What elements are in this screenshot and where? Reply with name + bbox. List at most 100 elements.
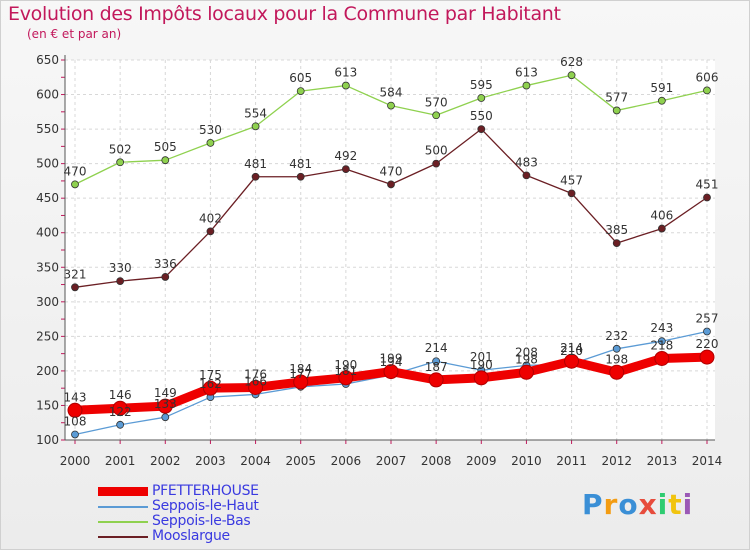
data-label: 218 bbox=[650, 338, 673, 352]
data-label: 210 bbox=[560, 344, 583, 358]
data-point bbox=[477, 125, 486, 133]
data-label: 330 bbox=[109, 261, 132, 275]
plot-area bbox=[65, 60, 715, 440]
proxiti-logo: Proxiti bbox=[582, 488, 693, 521]
y-tick-label: 550 bbox=[36, 122, 59, 136]
data-label: 470 bbox=[64, 164, 87, 178]
data-label: 190 bbox=[334, 358, 357, 372]
data-label: 613 bbox=[334, 66, 357, 80]
data-label: 187 bbox=[425, 360, 448, 374]
data-point bbox=[116, 158, 125, 167]
y-tick-label: 200 bbox=[36, 364, 59, 378]
data-point bbox=[657, 337, 666, 346]
y-tick-label: 300 bbox=[36, 295, 59, 309]
legend-item: PFETTERHOUSE bbox=[98, 484, 259, 499]
data-label: 336 bbox=[154, 257, 177, 271]
data-point bbox=[522, 171, 531, 180]
x-tick-label: 2010 bbox=[511, 454, 542, 468]
data-label: 220 bbox=[696, 337, 719, 351]
data-point bbox=[206, 139, 215, 147]
x-tick-label: 2014 bbox=[692, 454, 723, 468]
data-label: 177 bbox=[289, 367, 312, 381]
data-point bbox=[67, 402, 83, 418]
data-label: 628 bbox=[560, 55, 583, 69]
data-label: 570 bbox=[425, 95, 448, 109]
x-tick-label: 2009 bbox=[466, 454, 497, 468]
x-tick-label: 2002 bbox=[150, 454, 181, 468]
data-label: 175 bbox=[199, 368, 222, 382]
data-label: 199 bbox=[380, 352, 403, 366]
data-point bbox=[296, 172, 305, 181]
data-point bbox=[202, 380, 218, 396]
data-label: 146 bbox=[109, 388, 132, 402]
data-label: 181 bbox=[334, 364, 357, 378]
data-point bbox=[338, 370, 354, 386]
data-label: 500 bbox=[425, 144, 448, 158]
data-point bbox=[296, 87, 305, 95]
data-label: 257 bbox=[696, 312, 719, 326]
x-tick-label: 2008 bbox=[421, 454, 452, 468]
data-label: 613 bbox=[515, 66, 538, 80]
x-tick-label: 2006 bbox=[331, 454, 362, 468]
data-point bbox=[116, 420, 125, 429]
data-point bbox=[293, 374, 309, 390]
data-label: 184 bbox=[289, 362, 312, 376]
data-label: 451 bbox=[696, 177, 719, 191]
data-label: 584 bbox=[380, 86, 403, 100]
data-label: 201 bbox=[470, 350, 493, 364]
data-point bbox=[477, 94, 486, 102]
data-point bbox=[383, 364, 399, 380]
x-tick-label: 2003 bbox=[195, 454, 226, 468]
data-label: 605 bbox=[289, 71, 312, 85]
data-label: 190 bbox=[470, 358, 493, 372]
data-label: 166 bbox=[244, 374, 267, 388]
data-label: 385 bbox=[605, 223, 628, 237]
logo-letter: t bbox=[668, 488, 683, 521]
x-tick-label: 2005 bbox=[285, 454, 316, 468]
data-point bbox=[564, 353, 580, 369]
legend-item: Mooslargue bbox=[98, 529, 259, 544]
data-label: 198 bbox=[605, 352, 628, 366]
data-point bbox=[612, 344, 621, 353]
data-point bbox=[612, 239, 621, 247]
data-label: 406 bbox=[650, 209, 673, 223]
data-point bbox=[248, 379, 264, 395]
data-point bbox=[157, 398, 173, 414]
data-label: 208 bbox=[515, 345, 538, 359]
data-label: 402 bbox=[199, 211, 222, 225]
data-point bbox=[432, 357, 441, 366]
y-tick-label: 150 bbox=[36, 398, 59, 412]
data-label: 591 bbox=[650, 81, 673, 95]
data-label: 502 bbox=[109, 142, 132, 156]
x-tick-label: 2004 bbox=[240, 454, 271, 468]
logo-letter: o bbox=[618, 488, 639, 521]
data-label: 481 bbox=[244, 157, 267, 171]
data-label: 198 bbox=[515, 352, 538, 366]
data-point bbox=[71, 430, 79, 439]
data-label: 214 bbox=[560, 341, 583, 355]
data-label: 176 bbox=[244, 367, 267, 381]
data-label: 457 bbox=[560, 173, 583, 187]
data-point bbox=[609, 364, 625, 380]
legend-label: Seppois-le-Haut bbox=[152, 498, 259, 514]
data-point bbox=[657, 224, 666, 233]
data-point bbox=[71, 283, 79, 292]
data-point bbox=[432, 159, 441, 168]
data-point bbox=[703, 327, 711, 336]
data-point bbox=[387, 180, 395, 189]
data-label: 133 bbox=[154, 397, 177, 411]
data-point bbox=[341, 81, 350, 90]
logo-letter: x bbox=[638, 488, 658, 521]
data-label: 122 bbox=[109, 405, 132, 419]
data-label: 505 bbox=[154, 140, 177, 154]
data-point bbox=[428, 372, 444, 388]
y-tick-label: 250 bbox=[36, 329, 59, 343]
legend-label: PFETTERHOUSE bbox=[152, 483, 259, 499]
data-point bbox=[699, 349, 715, 365]
data-label: 554 bbox=[244, 106, 267, 120]
data-label: 243 bbox=[650, 321, 673, 335]
data-point bbox=[161, 413, 170, 422]
y-tick-label: 650 bbox=[36, 53, 59, 67]
logo-letter: i bbox=[682, 488, 694, 521]
data-point bbox=[251, 172, 260, 181]
